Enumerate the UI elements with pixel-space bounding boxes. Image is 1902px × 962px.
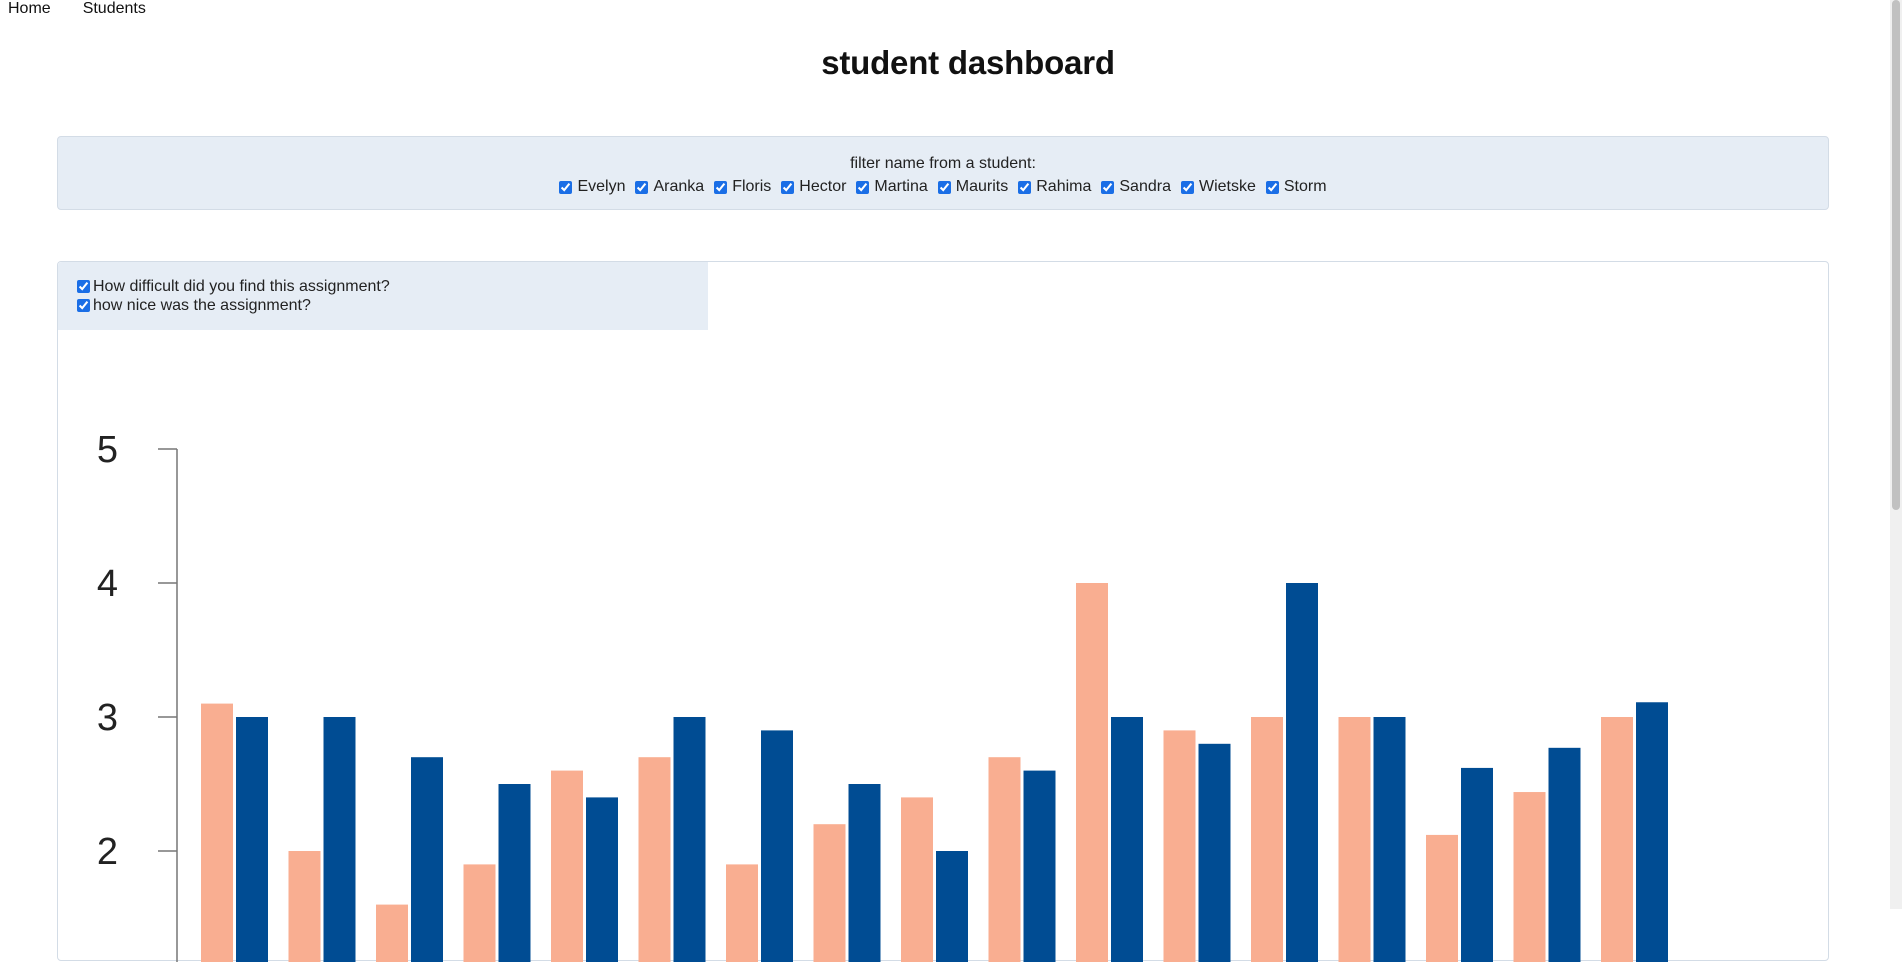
student-checkbox[interactable] (937, 180, 951, 194)
student-filter-hector[interactable]: Hector (781, 177, 846, 197)
bar[interactable] (1023, 770, 1056, 962)
bar[interactable] (586, 797, 618, 962)
page-scrollbar[interactable] (1890, 0, 1902, 909)
legend-item-niceness[interactable]: how nice was the assignment? (77, 296, 708, 315)
legend-item-difficulty[interactable]: How difficult did you find this assignme… (77, 277, 708, 296)
bar[interactable] (376, 904, 408, 962)
bar[interactable] (1461, 767, 1493, 962)
bar[interactable] (1163, 730, 1196, 962)
bar[interactable] (1513, 792, 1546, 962)
student-name: Martina (874, 178, 928, 195)
bar[interactable] (901, 797, 933, 962)
student-checkbox[interactable] (1018, 180, 1032, 194)
student-filter-panel: filter name from a student: Evelyn Aranka… (57, 136, 1829, 210)
bar[interactable] (638, 757, 671, 962)
bar[interactable] (323, 717, 356, 962)
bar[interactable] (1338, 717, 1371, 962)
student-filter-aranka[interactable]: Aranka (635, 177, 704, 197)
bar[interactable] (1426, 834, 1458, 962)
student-name: Storm (1283, 178, 1327, 195)
page-title: student dashboard (821, 44, 1115, 81)
y-tick-label: 5 (97, 429, 118, 471)
bar[interactable] (1636, 702, 1668, 962)
student-name: Aranka (653, 178, 705, 195)
bar[interactable] (1076, 583, 1108, 962)
question-legend: How difficult did you find this assignme… (58, 262, 708, 330)
student-name: Floris (732, 178, 772, 195)
student-checkbox-list: Evelyn Aranka Floris Hector Martina Maurits Ra… (58, 177, 1828, 197)
student-filter-rahima[interactable]: Rahima (1018, 177, 1091, 197)
legend-label-niceness: how nice was the assignment? (93, 297, 311, 314)
student-checkbox[interactable] (781, 180, 795, 194)
student-filter-martina[interactable]: Martina (856, 177, 928, 197)
chart-panel: 2 3 4 5 How difficult did you find this ass… (57, 261, 1829, 962)
bar[interactable] (463, 864, 496, 962)
bar[interactable] (1111, 717, 1143, 962)
y-tick-label: 2 (97, 831, 118, 873)
student-name: Evelyn (577, 178, 626, 195)
bar[interactable] (201, 703, 233, 962)
filter-label: filter name from a student: (850, 155, 1036, 172)
bar[interactable] (848, 784, 881, 962)
bar[interactable] (288, 851, 321, 962)
top-nav: Home Students (8, 0, 146, 20)
bar[interactable] (411, 757, 443, 962)
student-checkbox[interactable] (1180, 180, 1194, 194)
student-filter-maurits[interactable]: Maurits (937, 177, 1009, 197)
bar[interactable] (551, 770, 583, 962)
student-checkbox[interactable] (1101, 180, 1115, 194)
bar[interactable] (673, 717, 706, 962)
student-filter-sandra[interactable]: Sandra (1101, 177, 1171, 197)
difficulty-checkbox[interactable] (77, 280, 90, 293)
student-checkbox[interactable] (635, 180, 649, 194)
niceness-checkbox[interactable] (77, 299, 90, 312)
y-tick-label: 3 (97, 697, 118, 739)
bar-chart: 2 3 4 5 (97, 429, 1668, 962)
nav-students-link[interactable]: Students (82, 0, 146, 17)
bar[interactable] (988, 757, 1021, 962)
bar[interactable] (1373, 717, 1406, 962)
student-name: Maurits (955, 178, 1009, 195)
bar[interactable] (936, 851, 968, 962)
bar[interactable] (726, 864, 758, 962)
student-filter-evelyn[interactable]: Evelyn (559, 177, 625, 197)
student-name: Sandra (1119, 178, 1171, 195)
scrollbar-thumb[interactable] (1892, 0, 1900, 510)
bar[interactable] (498, 784, 531, 962)
bar[interactable] (236, 717, 268, 962)
bar[interactable] (1198, 743, 1231, 962)
bar[interactable] (1286, 583, 1318, 962)
student-name: Rahima (1036, 178, 1092, 195)
legend-label-difficulty: How difficult did you find this assignme… (93, 278, 390, 295)
student-filter-wietske[interactable]: Wietske (1180, 177, 1256, 197)
bar[interactable] (1251, 717, 1283, 962)
student-filter-floris[interactable]: Floris (714, 177, 771, 197)
bar[interactable] (1601, 717, 1633, 962)
student-name: Hector (799, 178, 847, 195)
nav-home-link[interactable]: Home (8, 0, 51, 17)
bar[interactable] (761, 730, 793, 962)
student-checkbox[interactable] (856, 180, 870, 194)
student-checkbox[interactable] (1265, 180, 1279, 194)
y-tick-label: 4 (97, 563, 118, 605)
student-name: Wietske (1198, 178, 1256, 195)
student-checkbox[interactable] (714, 180, 728, 194)
student-checkbox[interactable] (559, 180, 573, 194)
student-filter-storm[interactable]: Storm (1265, 177, 1327, 197)
bar[interactable] (1548, 747, 1581, 962)
bar[interactable] (813, 824, 846, 962)
